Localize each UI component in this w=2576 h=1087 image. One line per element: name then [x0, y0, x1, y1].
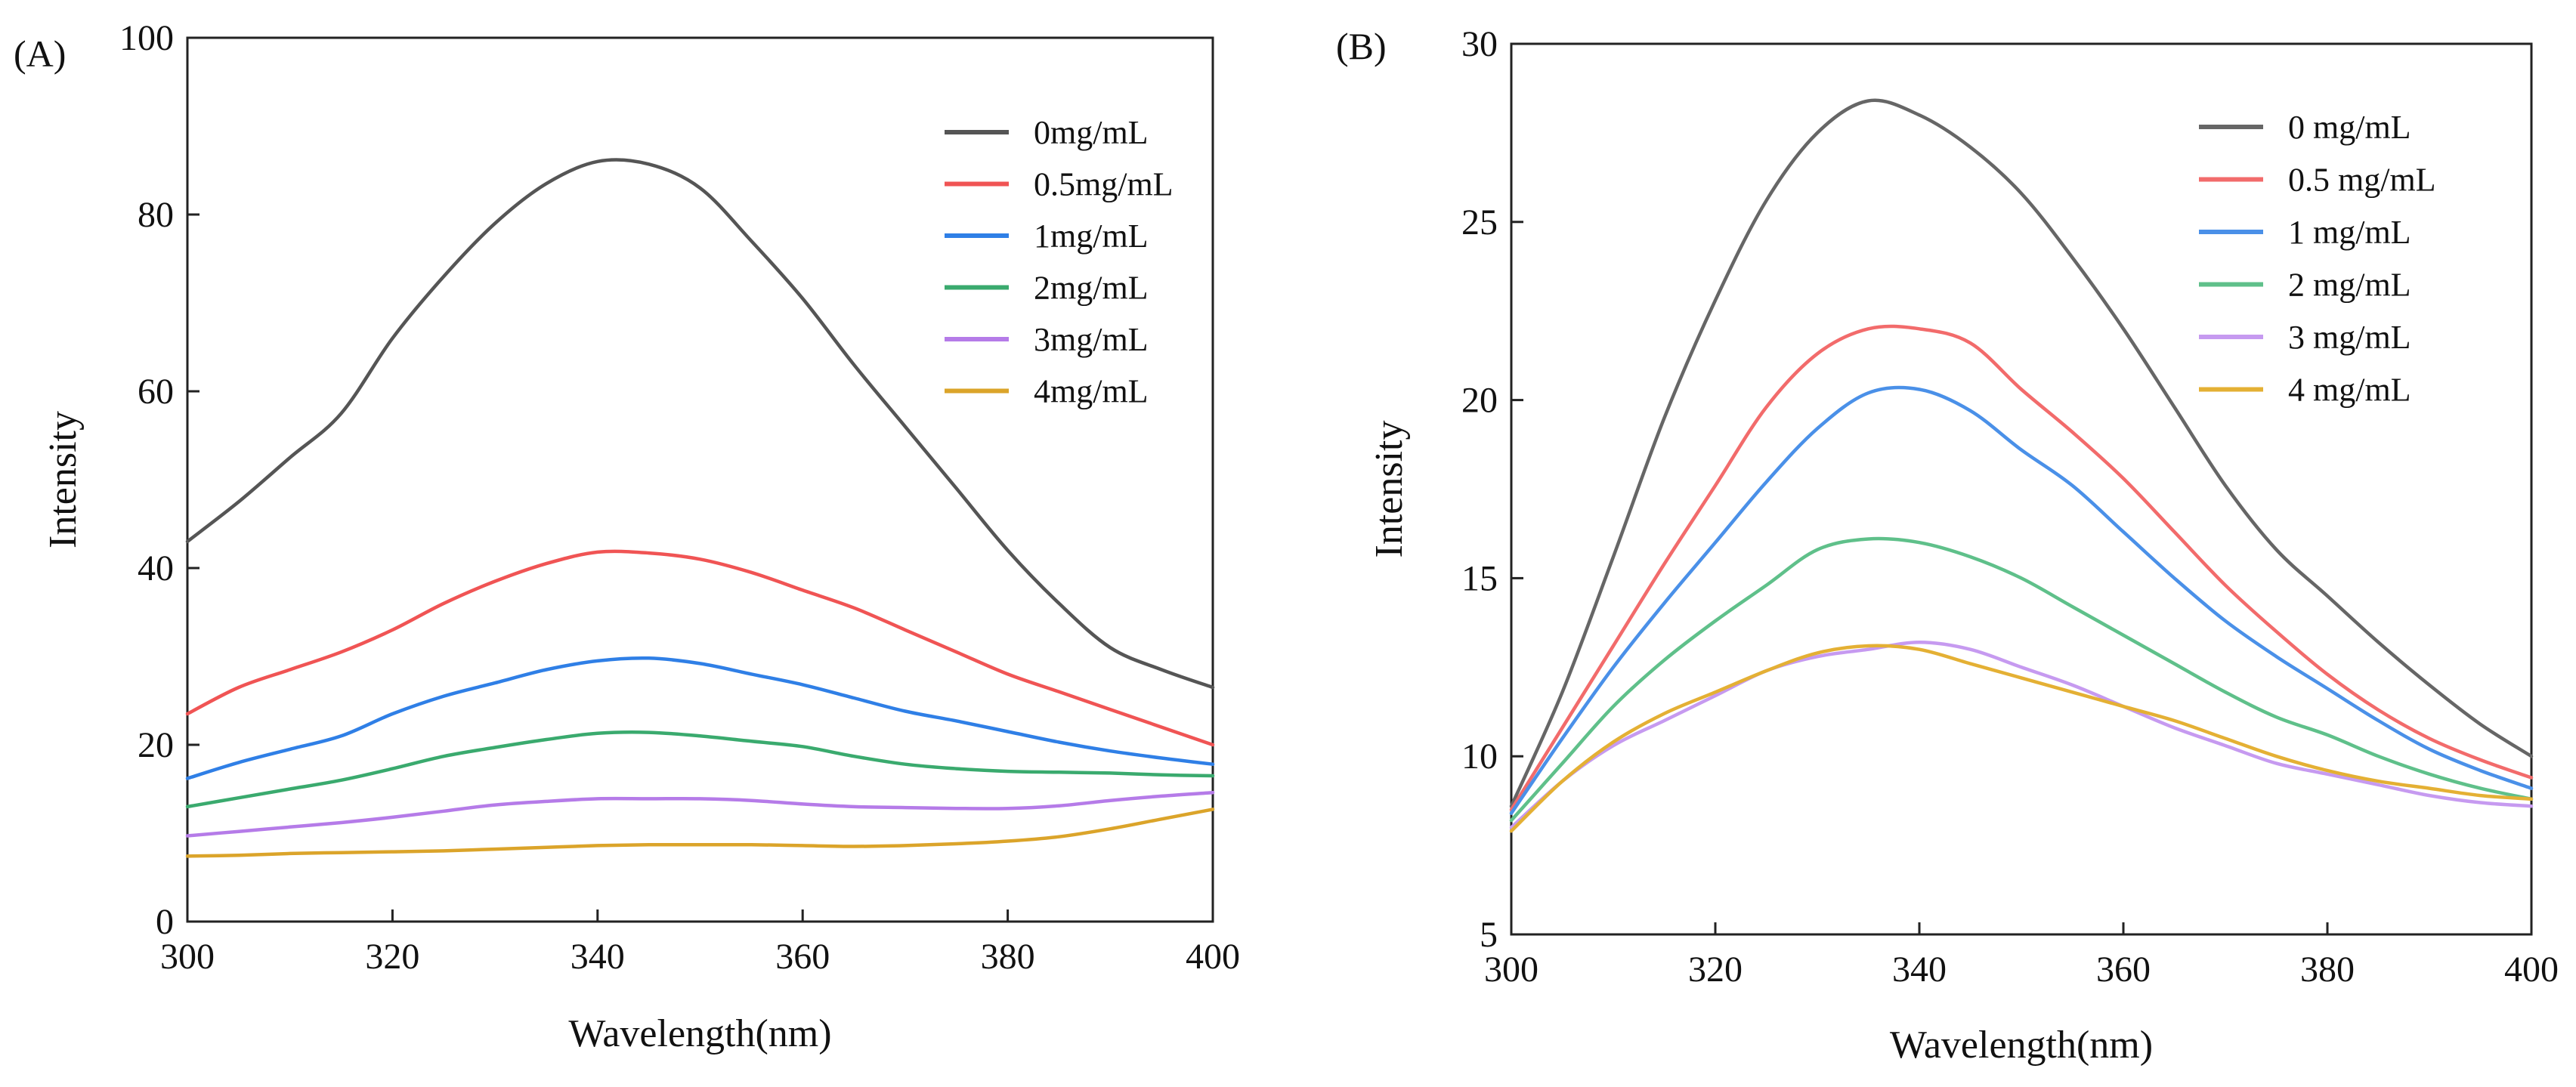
series-line-2 [1509, 324, 2534, 812]
panel-label: (B) [1336, 25, 1387, 67]
y-tick-label: 30 [1461, 24, 1498, 64]
x-tick-label: 300 [160, 937, 215, 977]
series-line-3 [185, 656, 1215, 780]
x-tick-label: 380 [2300, 950, 2355, 990]
series-line-4 [1509, 536, 2534, 823]
x-tick-label: 300 [1484, 950, 1538, 990]
plot-frame [186, 36, 1214, 923]
y-axis-title: Intensity [42, 411, 85, 548]
x-axis-title: Wavelength(nm) [568, 1012, 831, 1055]
legend-label-5: 3mg/mL [1034, 321, 1149, 358]
series-line-1 [185, 158, 1215, 690]
y-axis-title: Intensity [1368, 421, 1411, 558]
x-tick-label: 400 [2504, 950, 2559, 990]
legend-label-3: 1mg/mL [1034, 218, 1149, 255]
legend-label-5: 3 mg/mL [2288, 319, 2411, 356]
legend-label-4: 2 mg/mL [2288, 267, 2411, 304]
legend-label-2: 0.5 mg/mL [2288, 162, 2436, 199]
y-tick-label: 20 [1461, 381, 1498, 421]
plot-frame [1510, 42, 2533, 936]
x-tick-label: 340 [571, 937, 625, 977]
series-line-2 [185, 549, 1215, 747]
y-tick-label: 25 [1461, 202, 1498, 242]
x-axis-title: Wavelength(nm) [1890, 1024, 2153, 1067]
y-tick-label: 40 [138, 548, 174, 588]
x-tick-label: 320 [365, 937, 419, 977]
y-tick-label: 60 [138, 372, 174, 412]
legend: 0mg/mL 0.5mg/mL 1mg/mL 2mg/mL 3mg/mL 4mg/mL [945, 114, 1174, 410]
legend-label-1: 0mg/mL [1034, 114, 1149, 151]
series-line-3 [1509, 385, 2534, 815]
x-tick-label: 340 [1892, 950, 1947, 990]
legend-label-4: 2mg/mL [1034, 270, 1149, 307]
legend-label-6: 4mg/mL [1034, 373, 1149, 410]
legend: 0 mg/mL 0.5 mg/mL 1 mg/mL 2 mg/mL 3 mg/mL 4 m… [2199, 109, 2436, 409]
series-line-6 [185, 808, 1215, 858]
chart-panel-1: 300 320 340 360 380 400 0 20 40 60 80 100 Wavelength… [14, 18, 1240, 1055]
legend-label-6: 4 mg/mL [2288, 372, 2411, 409]
x-tick-label: 360 [2096, 950, 2151, 990]
y-tick-label: 20 [138, 725, 174, 765]
x-tick-label: 400 [1186, 937, 1240, 977]
y-tick-label: 15 [1461, 558, 1498, 598]
series-line-4 [185, 730, 1215, 809]
x-tick-label: 360 [775, 937, 830, 977]
legend-label-2: 0.5mg/mL [1034, 166, 1174, 203]
y-tick-label: 100 [119, 18, 174, 58]
series-line-1 [1509, 98, 2534, 808]
panel-label: (A) [14, 32, 66, 75]
series-line-5 [1509, 641, 2534, 829]
y-tick-label: 10 [1461, 737, 1498, 777]
x-tick-label: 380 [981, 937, 1035, 977]
series-line-6 [1509, 644, 2534, 833]
chart-panel-2: 300 320 340 360 380 400 5 10 15 20 25 30 Wavelength(… [1336, 24, 2559, 1067]
legend-label-3: 1 mg/mL [2288, 214, 2411, 251]
x-tick-label: 320 [1688, 950, 1743, 990]
series-line-5 [185, 790, 1215, 838]
y-tick-label: 0 [156, 902, 174, 942]
legend-label-1: 0 mg/mL [2288, 109, 2411, 146]
y-tick-label: 5 [1480, 915, 1498, 955]
y-tick-label: 80 [138, 195, 174, 235]
